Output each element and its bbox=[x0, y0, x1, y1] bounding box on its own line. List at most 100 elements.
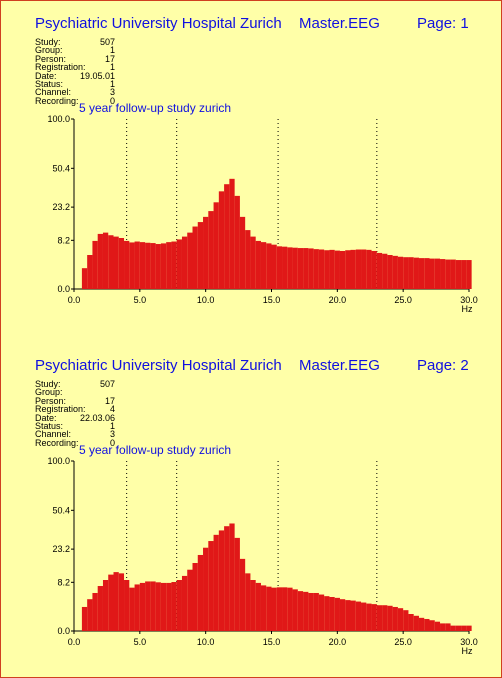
spectrum-bar bbox=[318, 594, 325, 631]
y-tick-label: 0.0 bbox=[57, 626, 70, 636]
spectrum-bar bbox=[118, 238, 125, 289]
spectrum-bar bbox=[81, 268, 88, 289]
spectrum-bar bbox=[287, 247, 293, 289]
meta-status: Status: 1 bbox=[35, 420, 115, 431]
meta-label: Status: bbox=[35, 420, 64, 431]
spectrum-bar bbox=[397, 608, 404, 631]
spectrum-bar bbox=[355, 249, 362, 289]
spectrum-bar bbox=[361, 602, 367, 631]
spectrum-bar bbox=[134, 584, 140, 631]
spectrum-bar bbox=[171, 241, 177, 289]
x-tick-label: 25.0 bbox=[394, 637, 412, 647]
spectrum-bar bbox=[324, 596, 330, 631]
spectrum-bar bbox=[87, 599, 93, 631]
x-tick-label: 0.0 bbox=[68, 295, 81, 305]
spectrum-chart: 0.0 8.2 23.2 50.4 100.0 0.0 5.0 10.0 15.0 20.0 25.… bbox=[47, 114, 477, 314]
spectrum-bar bbox=[97, 586, 103, 631]
spectrum-bar bbox=[187, 569, 193, 631]
spectrum-bar bbox=[308, 248, 314, 289]
spectrum-bar bbox=[108, 574, 114, 631]
spectrum-bar bbox=[150, 243, 156, 289]
meta-label: Study: bbox=[35, 379, 61, 389]
spectrum-bar bbox=[418, 617, 425, 631]
spectrum-bar bbox=[334, 597, 340, 631]
meta-registration: Registration: 1 bbox=[35, 62, 115, 73]
spectrum-bar bbox=[318, 249, 325, 289]
spectrum-bar bbox=[160, 243, 167, 289]
spectrum-bar bbox=[413, 615, 419, 631]
page-number-value: 1 bbox=[460, 15, 469, 32]
spectrum-bar bbox=[92, 592, 98, 631]
page-label: Page: bbox=[417, 15, 457, 32]
spectrum-bar bbox=[160, 582, 167, 631]
meta-group: Group: bbox=[35, 388, 115, 397]
x-tick-label: 5.0 bbox=[134, 295, 147, 305]
spectrum-bar bbox=[134, 241, 140, 289]
spectrum-bar bbox=[403, 257, 409, 289]
x-tick-label: 25.0 bbox=[394, 295, 412, 305]
meta-label: Recording: bbox=[35, 95, 79, 106]
spectrum-bar bbox=[271, 244, 277, 289]
page-number: Page: 1 bbox=[417, 15, 469, 32]
spectrum-bar bbox=[339, 599, 346, 631]
meta-channel: Channel: 3 bbox=[35, 429, 115, 440]
spectrum-bar bbox=[382, 253, 388, 289]
x-tick-label: 5.0 bbox=[134, 637, 147, 647]
x-tick-label: 15.0 bbox=[263, 295, 281, 305]
meta-label: Status: bbox=[35, 78, 64, 89]
spectrum-bar bbox=[287, 587, 293, 631]
spectrum-bar bbox=[366, 249, 372, 289]
spectrum-bar bbox=[129, 242, 135, 289]
spectrum-bar bbox=[461, 625, 467, 631]
spectrum-bar bbox=[403, 610, 409, 631]
x-axis-label: Hz bbox=[462, 304, 473, 314]
spectrum-bar bbox=[418, 258, 425, 289]
file-name: Master.EEG bbox=[299, 357, 380, 374]
spectrum-bar bbox=[276, 587, 283, 631]
meta-registration: Registration: 4 bbox=[35, 404, 115, 415]
meta-label: Person: bbox=[35, 53, 67, 64]
y-tick-label: 8.2 bbox=[57, 577, 70, 587]
spectrum-bar bbox=[424, 258, 430, 289]
spectrum-bar bbox=[171, 582, 177, 631]
spectrum-bar bbox=[329, 249, 335, 289]
spectrum-bar bbox=[450, 625, 456, 631]
meta-label: Channel: bbox=[35, 429, 72, 440]
spectrum-bar bbox=[303, 591, 309, 631]
meta-label: Group: bbox=[35, 45, 63, 56]
hospital-name: Psychiatric University Hospital Zurich bbox=[35, 357, 282, 374]
y-tick-label: 100.0 bbox=[47, 456, 70, 466]
meta-value: 1 bbox=[109, 62, 115, 73]
spectrum-bar bbox=[455, 260, 462, 289]
meta-person: Person: 17 bbox=[35, 53, 115, 64]
meta-value: 19.05.01 bbox=[79, 70, 115, 81]
spectrum-bar bbox=[255, 240, 261, 289]
spectrum-bar bbox=[376, 252, 383, 289]
spectrum-bar bbox=[397, 256, 404, 289]
spectrum-bar bbox=[124, 580, 130, 631]
meta-label: Date: bbox=[35, 70, 57, 81]
spectrum-bar bbox=[260, 242, 267, 289]
spectrum-bar bbox=[208, 211, 214, 289]
spectrum-bar bbox=[292, 589, 298, 631]
spectrum-bar bbox=[371, 250, 377, 289]
meta-label: Channel: bbox=[35, 87, 72, 98]
spectrum-bar bbox=[392, 606, 398, 631]
spectrum-bar bbox=[361, 249, 367, 289]
spectrum-bar bbox=[445, 259, 451, 289]
spectrum-bar bbox=[97, 233, 103, 289]
spectrum-bar bbox=[87, 255, 93, 289]
page-label: Page: bbox=[417, 357, 457, 374]
meta-label: Registration: bbox=[35, 404, 86, 415]
recording-metadata: Study: 507 Group: 1 Person: 17 Registration… bbox=[35, 37, 115, 106]
spectrum-bar bbox=[145, 581, 151, 631]
y-tick-label: 50.4 bbox=[52, 505, 70, 515]
spectrum-bar bbox=[229, 178, 235, 289]
spectrum-bar bbox=[392, 255, 398, 289]
spectrum-bar bbox=[434, 621, 441, 631]
meta-study: Study: 507 bbox=[35, 379, 115, 389]
meta-value: 3 bbox=[109, 429, 115, 440]
spectrum-bar bbox=[413, 257, 419, 289]
meta-study: Study: 507 bbox=[35, 37, 115, 46]
spectrum-bar bbox=[203, 547, 209, 631]
